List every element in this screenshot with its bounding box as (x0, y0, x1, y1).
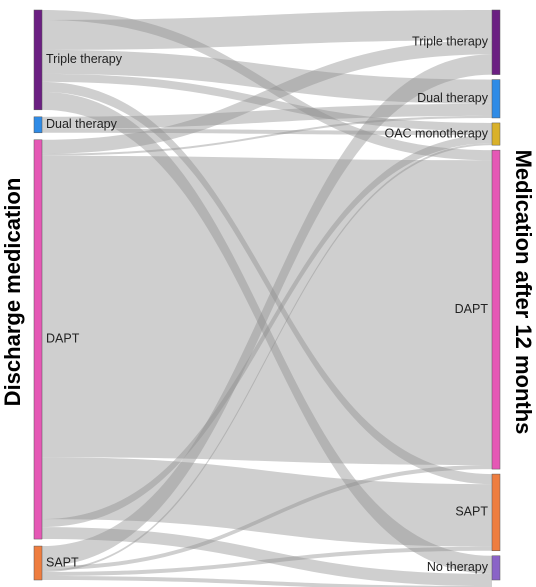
left-node-l_triple (33, 9, 43, 111)
right-node-label: Dual therapy (417, 91, 489, 105)
flow-L_dual-to-R_dual (42, 103, 492, 129)
flow-layer (42, 10, 492, 587)
flow-L_dapt-to-R_dapt (42, 155, 492, 466)
flow-L_sapt-to-R_oac (42, 143, 492, 573)
flow-L_dapt-to-R_sapt (42, 457, 492, 547)
flow-L_triple-to-R_dual (42, 49, 492, 104)
flow-L_sapt-to-R_sapt (42, 546, 492, 577)
right-node-label: DAPT (455, 302, 489, 316)
left-node-l_dual (33, 116, 43, 134)
flow-L_sapt-to-R_triple (42, 54, 492, 567)
right-node-r_sapt (491, 473, 501, 552)
flow-L_dapt-to-R_triple (42, 40, 492, 154)
flow-L_dual-to-R_oac (42, 128, 492, 136)
left-node-label: Dual therapy (46, 117, 118, 131)
flow-L_triple-to-R_none (42, 91, 492, 574)
left-node-label: SAPT (46, 555, 79, 569)
right-node-label: No therapy (427, 560, 489, 574)
right-node-r_triple (491, 9, 501, 75)
flow-L_triple-to-R_triple (42, 10, 492, 50)
left-node-l_sapt (33, 545, 43, 581)
flow-L_dapt-to-R_none (42, 527, 492, 587)
flow-L_dapt-to-R_dual (42, 115, 492, 156)
left-node-label: Triple therapy (46, 52, 123, 66)
flow-L_triple-to-R_dapt (42, 10, 492, 161)
left-axis-title: Discharge medication (0, 178, 25, 407)
left-node-label: DAPT (46, 332, 80, 346)
right-node-r_dual (491, 79, 501, 119)
node-layer (33, 9, 501, 581)
right-node-label: OAC monotherapy (384, 126, 488, 140)
flow-L_sapt-to-R_dapt (42, 465, 492, 571)
flow-L_triple-to-R_oac (42, 73, 492, 132)
label-layer: Triple therapy Dual therapy DAPT SAPT Triple… (46, 35, 489, 575)
right-node-label: SAPT (455, 505, 488, 519)
right-axis-title: Medication after 12 months (511, 150, 536, 435)
flow-L_triple-to-R_sapt (42, 81, 492, 485)
right-node-r_none (491, 555, 501, 581)
flow-L_sapt-to-R_none (42, 576, 492, 587)
right-node-label: Triple therapy (412, 35, 489, 49)
left-node-l_dapt (33, 139, 43, 540)
flow-L_dapt-to-R_oac (42, 135, 492, 528)
right-node-r_oac (491, 122, 501, 146)
right-node-r_dapt (491, 149, 501, 470)
